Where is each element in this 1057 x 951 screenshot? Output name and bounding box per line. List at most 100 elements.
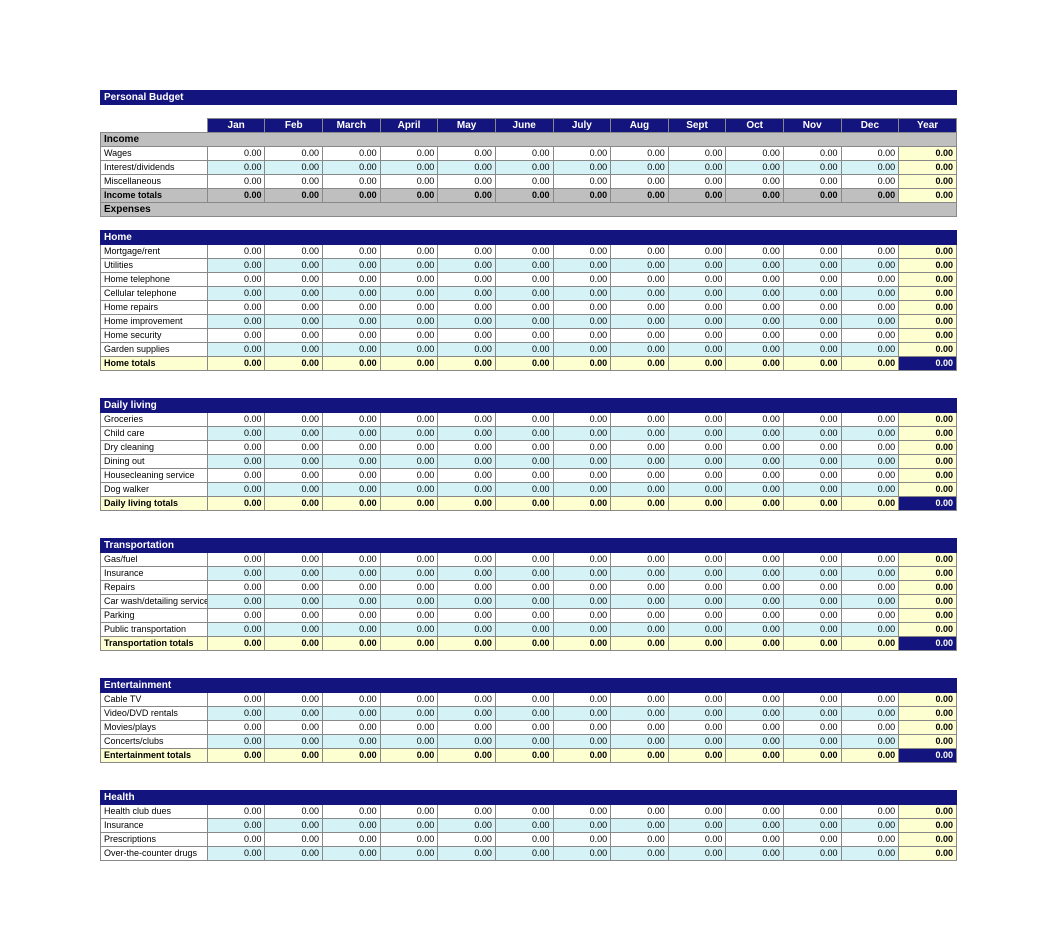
home-row-6-m8: 0.00 [668, 329, 726, 343]
health-row-0-m1: 0.00 [265, 805, 323, 819]
transportation-row-5-m0: 0.00 [207, 623, 265, 637]
income-row-0-m1: 0.00 [265, 147, 323, 161]
income-row-0-m10: 0.00 [783, 147, 841, 161]
transportation-row-0-m6: 0.00 [553, 553, 611, 567]
home-row-7-label: Garden supplies [101, 343, 208, 357]
home-row-4-m0: 0.00 [207, 301, 265, 315]
spacer [101, 651, 957, 665]
daily-row-0-m10: 0.00 [783, 413, 841, 427]
home-row-0-m4: 0.00 [438, 245, 496, 259]
month-header-0: Jan [207, 119, 265, 133]
income-totals-m0: 0.00 [207, 189, 265, 203]
home-row-1-label: Utilities [101, 259, 208, 273]
home-totals-m7: 0.00 [611, 357, 669, 371]
daily-row-0-m9: 0.00 [726, 413, 784, 427]
health-row-2-m7: 0.00 [611, 833, 669, 847]
home-totals-m8: 0.00 [668, 357, 726, 371]
entertainment-totals-m3: 0.00 [380, 749, 438, 763]
home-row-5-m11: 0.00 [841, 315, 899, 329]
health-row-3-m3: 0.00 [380, 847, 438, 861]
entertainment-row-1-m4: 0.00 [438, 707, 496, 721]
income-row-0-m7: 0.00 [611, 147, 669, 161]
entertainment-totals-m1: 0.00 [265, 749, 323, 763]
entertainment-totals-m0: 0.00 [207, 749, 265, 763]
entertainment-row-3-m5: 0.00 [495, 735, 553, 749]
home-row-7-m2: 0.00 [323, 343, 381, 357]
home-row-2-m11: 0.00 [841, 273, 899, 287]
daily-row-1-m3: 0.00 [380, 427, 438, 441]
home-row-7-m4: 0.00 [438, 343, 496, 357]
daily-totals-m5: 0.00 [495, 497, 553, 511]
transportation-totals-m1: 0.00 [265, 637, 323, 651]
entertainment-row-0-m9: 0.00 [726, 693, 784, 707]
home-row-6-label: Home security [101, 329, 208, 343]
transportation-row-5-label: Public transportation [101, 623, 208, 637]
entertainment-totals-m10: 0.00 [783, 749, 841, 763]
transportation-totals-m5: 0.00 [495, 637, 553, 651]
home-row-2-m7: 0.00 [611, 273, 669, 287]
home-totals-m11: 0.00 [841, 357, 899, 371]
entertainment-row-3-m9: 0.00 [726, 735, 784, 749]
budget-table: Personal BudgetJanFebMarchAprilMayJuneJu… [100, 90, 957, 861]
daily-row-3-m8: 0.00 [668, 455, 726, 469]
spacer [101, 371, 957, 385]
home-header: Home [101, 231, 957, 245]
transportation-row-5-m11: 0.00 [841, 623, 899, 637]
health-row-2-m3: 0.00 [380, 833, 438, 847]
entertainment-row-3-m8: 0.00 [668, 735, 726, 749]
home-row-0-m1: 0.00 [265, 245, 323, 259]
entertainment-totals-m7: 0.00 [611, 749, 669, 763]
daily-totals-m6: 0.00 [553, 497, 611, 511]
transportation-row-5-m9: 0.00 [726, 623, 784, 637]
home-row-3-year: 0.00 [899, 287, 957, 301]
health-header: Health [101, 791, 957, 805]
income-row-2-m4: 0.00 [438, 175, 496, 189]
home-row-0-m5: 0.00 [495, 245, 553, 259]
health-row-0-m3: 0.00 [380, 805, 438, 819]
home-row-3-m6: 0.00 [553, 287, 611, 301]
entertainment-row-2-m8: 0.00 [668, 721, 726, 735]
home-totals-m1: 0.00 [265, 357, 323, 371]
month-header-5: June [495, 119, 553, 133]
home-row-1-m8: 0.00 [668, 259, 726, 273]
home-row-7-m8: 0.00 [668, 343, 726, 357]
daily-row-4-m11: 0.00 [841, 469, 899, 483]
health-row-3-m11: 0.00 [841, 847, 899, 861]
daily-row-5-m10: 0.00 [783, 483, 841, 497]
daily-row-0-m5: 0.00 [495, 413, 553, 427]
transportation-row-0-m10: 0.00 [783, 553, 841, 567]
health-row-0-m8: 0.00 [668, 805, 726, 819]
daily-row-4-m6: 0.00 [553, 469, 611, 483]
transportation-row-3-m11: 0.00 [841, 595, 899, 609]
health-row-2-m11: 0.00 [841, 833, 899, 847]
home-row-7-m3: 0.00 [380, 343, 438, 357]
entertainment-row-2-m7: 0.00 [611, 721, 669, 735]
health-row-0-m6: 0.00 [553, 805, 611, 819]
daily-row-4-m9: 0.00 [726, 469, 784, 483]
transportation-totals-m9: 0.00 [726, 637, 784, 651]
transportation-row-2-m10: 0.00 [783, 581, 841, 595]
entertainment-totals-m5: 0.00 [495, 749, 553, 763]
daily-row-0-m7: 0.00 [611, 413, 669, 427]
home-row-5-m8: 0.00 [668, 315, 726, 329]
entertainment-row-3-m7: 0.00 [611, 735, 669, 749]
transportation-row-1-m1: 0.00 [265, 567, 323, 581]
daily-row-2-m10: 0.00 [783, 441, 841, 455]
health-row-2-m4: 0.00 [438, 833, 496, 847]
month-header-7: Aug [611, 119, 669, 133]
income-row-1-m1: 0.00 [265, 161, 323, 175]
daily-totals-m8: 0.00 [668, 497, 726, 511]
home-row-2-m2: 0.00 [323, 273, 381, 287]
daily-row-4-m4: 0.00 [438, 469, 496, 483]
daily-row-1-m8: 0.00 [668, 427, 726, 441]
transportation-row-2-m2: 0.00 [323, 581, 381, 595]
daily-row-2-year: 0.00 [899, 441, 957, 455]
transportation-row-2-label: Repairs [101, 581, 208, 595]
entertainment-row-0-year: 0.00 [899, 693, 957, 707]
entertainment-row-1-m2: 0.00 [323, 707, 381, 721]
entertainment-row-3-m10: 0.00 [783, 735, 841, 749]
transportation-row-3-m8: 0.00 [668, 595, 726, 609]
daily-row-4-m10: 0.00 [783, 469, 841, 483]
transportation-row-3-m3: 0.00 [380, 595, 438, 609]
home-row-0-m3: 0.00 [380, 245, 438, 259]
